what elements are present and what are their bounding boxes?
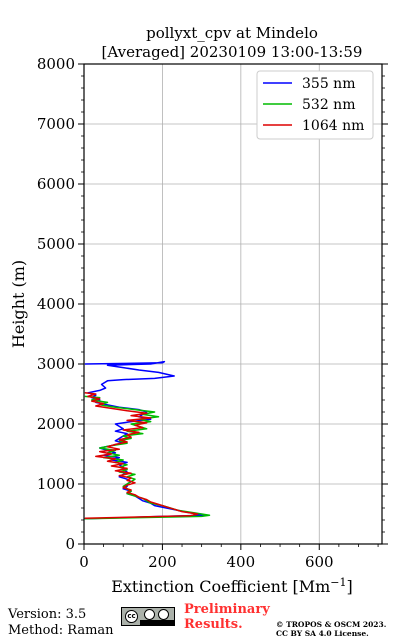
y-tick-label: 1000 (37, 475, 75, 493)
y-tick-label: 0 (65, 535, 75, 553)
copyright-line2: CC BY SA 4.0 License. (276, 629, 369, 638)
legend-box (256, 70, 374, 140)
cc-by-icon (144, 609, 155, 620)
y-tick-label: 8000 (37, 55, 75, 73)
cc-logo-icon: cc (125, 610, 138, 623)
x-tick-label: 600 (305, 553, 334, 571)
series-lines (84, 360, 211, 520)
preliminary-notice: Preliminary Results. (184, 602, 270, 632)
preliminary-line2: Results. (184, 617, 243, 632)
copyright-line1: © TROPOS & OSCM 2023. (276, 620, 387, 629)
y-tick-label: 6000 (37, 175, 75, 193)
x-tick-label: 400 (227, 553, 256, 571)
x-axis-label: Extinction Coefficient [Mm−1] (111, 576, 353, 597)
y-tick-label: 3000 (37, 355, 75, 373)
version-info: Version: 3.5 Method: Raman (8, 607, 114, 639)
legend-label-532: 532 nm (302, 97, 355, 113)
y-tick-label: 2000 (37, 415, 75, 433)
method-text: Method: Raman (8, 623, 114, 638)
x-tick-label: 0 (79, 553, 89, 571)
cc-sa-icon (158, 609, 169, 620)
legend: 355 nm 532 nm 1064 nm (256, 70, 374, 140)
preliminary-line1: Preliminary (184, 602, 270, 617)
chart-figure: pollyxt_cpv at Mindelo [Averaged] 202301… (9, 24, 388, 597)
y-tick-label: 4000 (37, 295, 75, 313)
chart-title-line1: pollyxt_cpv at Mindelo (146, 24, 318, 42)
chart-title-line2: [Averaged] 20230109 13:00-13:59 (102, 43, 363, 61)
x-tick-labels: 0 200 400 600 (79, 553, 333, 571)
axis-ticks (78, 63, 388, 550)
y-tick-label: 7000 (37, 115, 75, 133)
x-tick-label: 200 (148, 553, 177, 571)
cc-license-icon: cc (121, 607, 175, 626)
cc-badge-strip (140, 620, 174, 625)
y-axis-label: Height (m) (9, 260, 28, 348)
y-tick-labels: 0 1000 2000 3000 4000 5000 6000 7000 8000 (37, 55, 75, 553)
copyright-notice: © TROPOS & OSCM 2023. CC BY SA 4.0 Licen… (276, 620, 386, 638)
y-tick-label: 5000 (37, 235, 75, 253)
version-text: Version: 3.5 (8, 607, 87, 622)
series-line-0 (84, 360, 207, 520)
series-line-2 (84, 392, 199, 519)
legend-label-1064: 1064 nm (302, 118, 364, 134)
legend-label-355: 355 nm (302, 76, 355, 92)
